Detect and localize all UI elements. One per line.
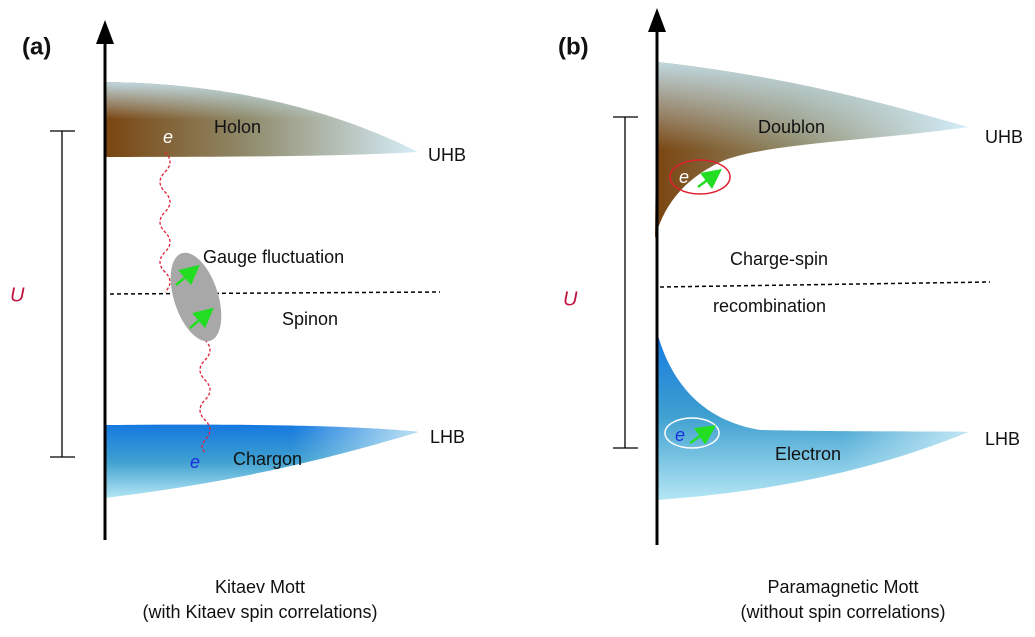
- caption: Kitaev Mott: [215, 577, 305, 597]
- spinon-line: [110, 292, 440, 294]
- gap-label: U: [10, 284, 25, 306]
- line-label: recombination: [713, 296, 826, 316]
- caption: (without spin correlations): [740, 602, 945, 622]
- gap-bracket: [50, 131, 75, 457]
- electron-label: e: [190, 452, 200, 472]
- electron-label: e: [675, 425, 685, 445]
- panel-b: (b) Doublon UHB e Charge-spin recombinat…: [558, 8, 1023, 622]
- lhb-band-shade: [657, 332, 968, 500]
- uhb-band-shade: [655, 62, 968, 238]
- panel-tag: (b): [558, 33, 589, 60]
- band-label: Doublon: [758, 117, 825, 137]
- middle-label: Gauge fluctuation: [203, 247, 344, 267]
- band-label: Chargon: [233, 449, 302, 469]
- band-name: LHB: [430, 427, 465, 447]
- band-name: UHB: [428, 145, 466, 165]
- middle-label: Charge-spin: [730, 249, 828, 269]
- caption: Paramagnetic Mott: [767, 577, 918, 597]
- recombination-line: [660, 282, 990, 287]
- band-name: UHB: [985, 127, 1023, 147]
- band-label: Holon: [214, 117, 261, 137]
- panel-a: (a) Holon UHB e Gauge fluctuation Spinon…: [10, 20, 466, 622]
- band-name: LHB: [985, 429, 1020, 449]
- gap-label: U: [563, 288, 578, 310]
- spin-arrow: [698, 172, 718, 187]
- axis-arrow: [648, 8, 666, 32]
- diagram: (a) Holon UHB e Gauge fluctuation Spinon…: [0, 0, 1035, 632]
- panel-tag: (a): [22, 33, 51, 60]
- caption: (with Kitaev spin correlations): [142, 602, 377, 622]
- band-label: Electron: [775, 444, 841, 464]
- uhb-band-shade: [105, 82, 418, 157]
- axis-arrow: [96, 20, 114, 44]
- electron-label: e: [163, 127, 173, 147]
- line-label: Spinon: [282, 309, 338, 329]
- gap-bracket: [613, 117, 638, 448]
- electron-label: e: [679, 167, 689, 187]
